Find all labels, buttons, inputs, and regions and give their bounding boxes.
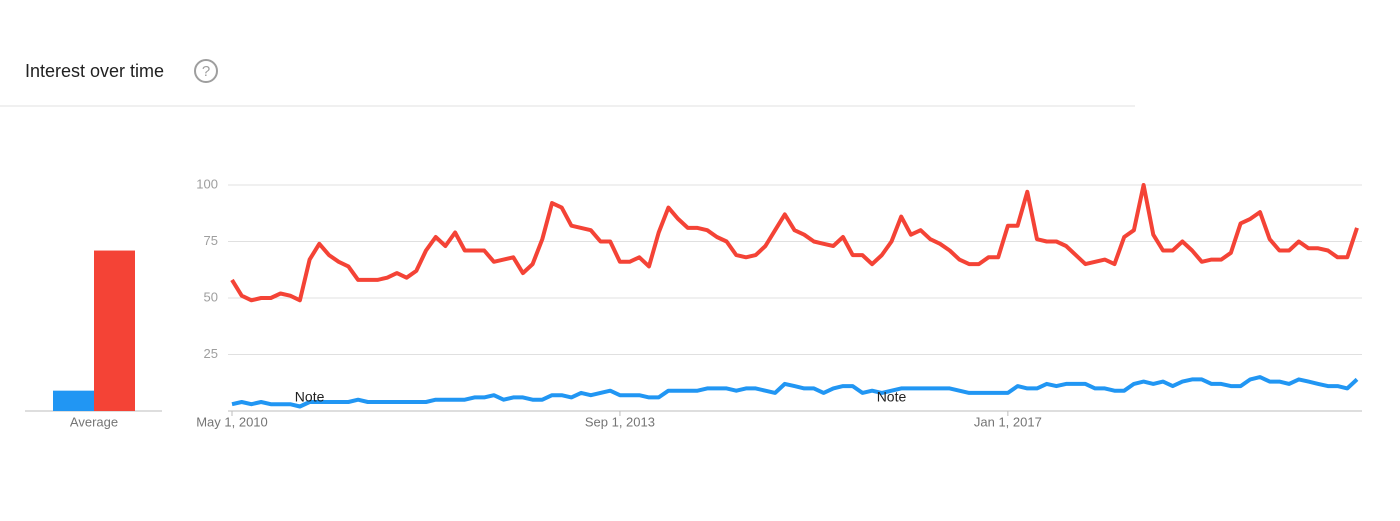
annotation: Note	[295, 389, 325, 405]
average-label: Average	[70, 414, 118, 429]
average-bar	[94, 250, 135, 411]
y-tick-label: 75	[204, 233, 218, 248]
y-tick-label: 25	[204, 346, 218, 361]
x-tick-label: Sep 1, 2013	[585, 414, 655, 429]
y-tick-label: 50	[204, 289, 218, 304]
x-tick-label: Jan 1, 2017	[974, 414, 1042, 429]
series-line	[231, 375, 1359, 409]
x-tick-label: May 1, 2010	[196, 414, 268, 429]
y-tick-label: 100	[196, 176, 218, 191]
average-bar	[53, 390, 94, 411]
help-icon[interactable]	[194, 59, 218, 83]
annotation: Note	[877, 389, 907, 405]
help-icon-glyph[interactable]: ?	[202, 63, 210, 80]
chart-title: Interest over time	[25, 61, 164, 81]
series-line	[230, 183, 1359, 303]
